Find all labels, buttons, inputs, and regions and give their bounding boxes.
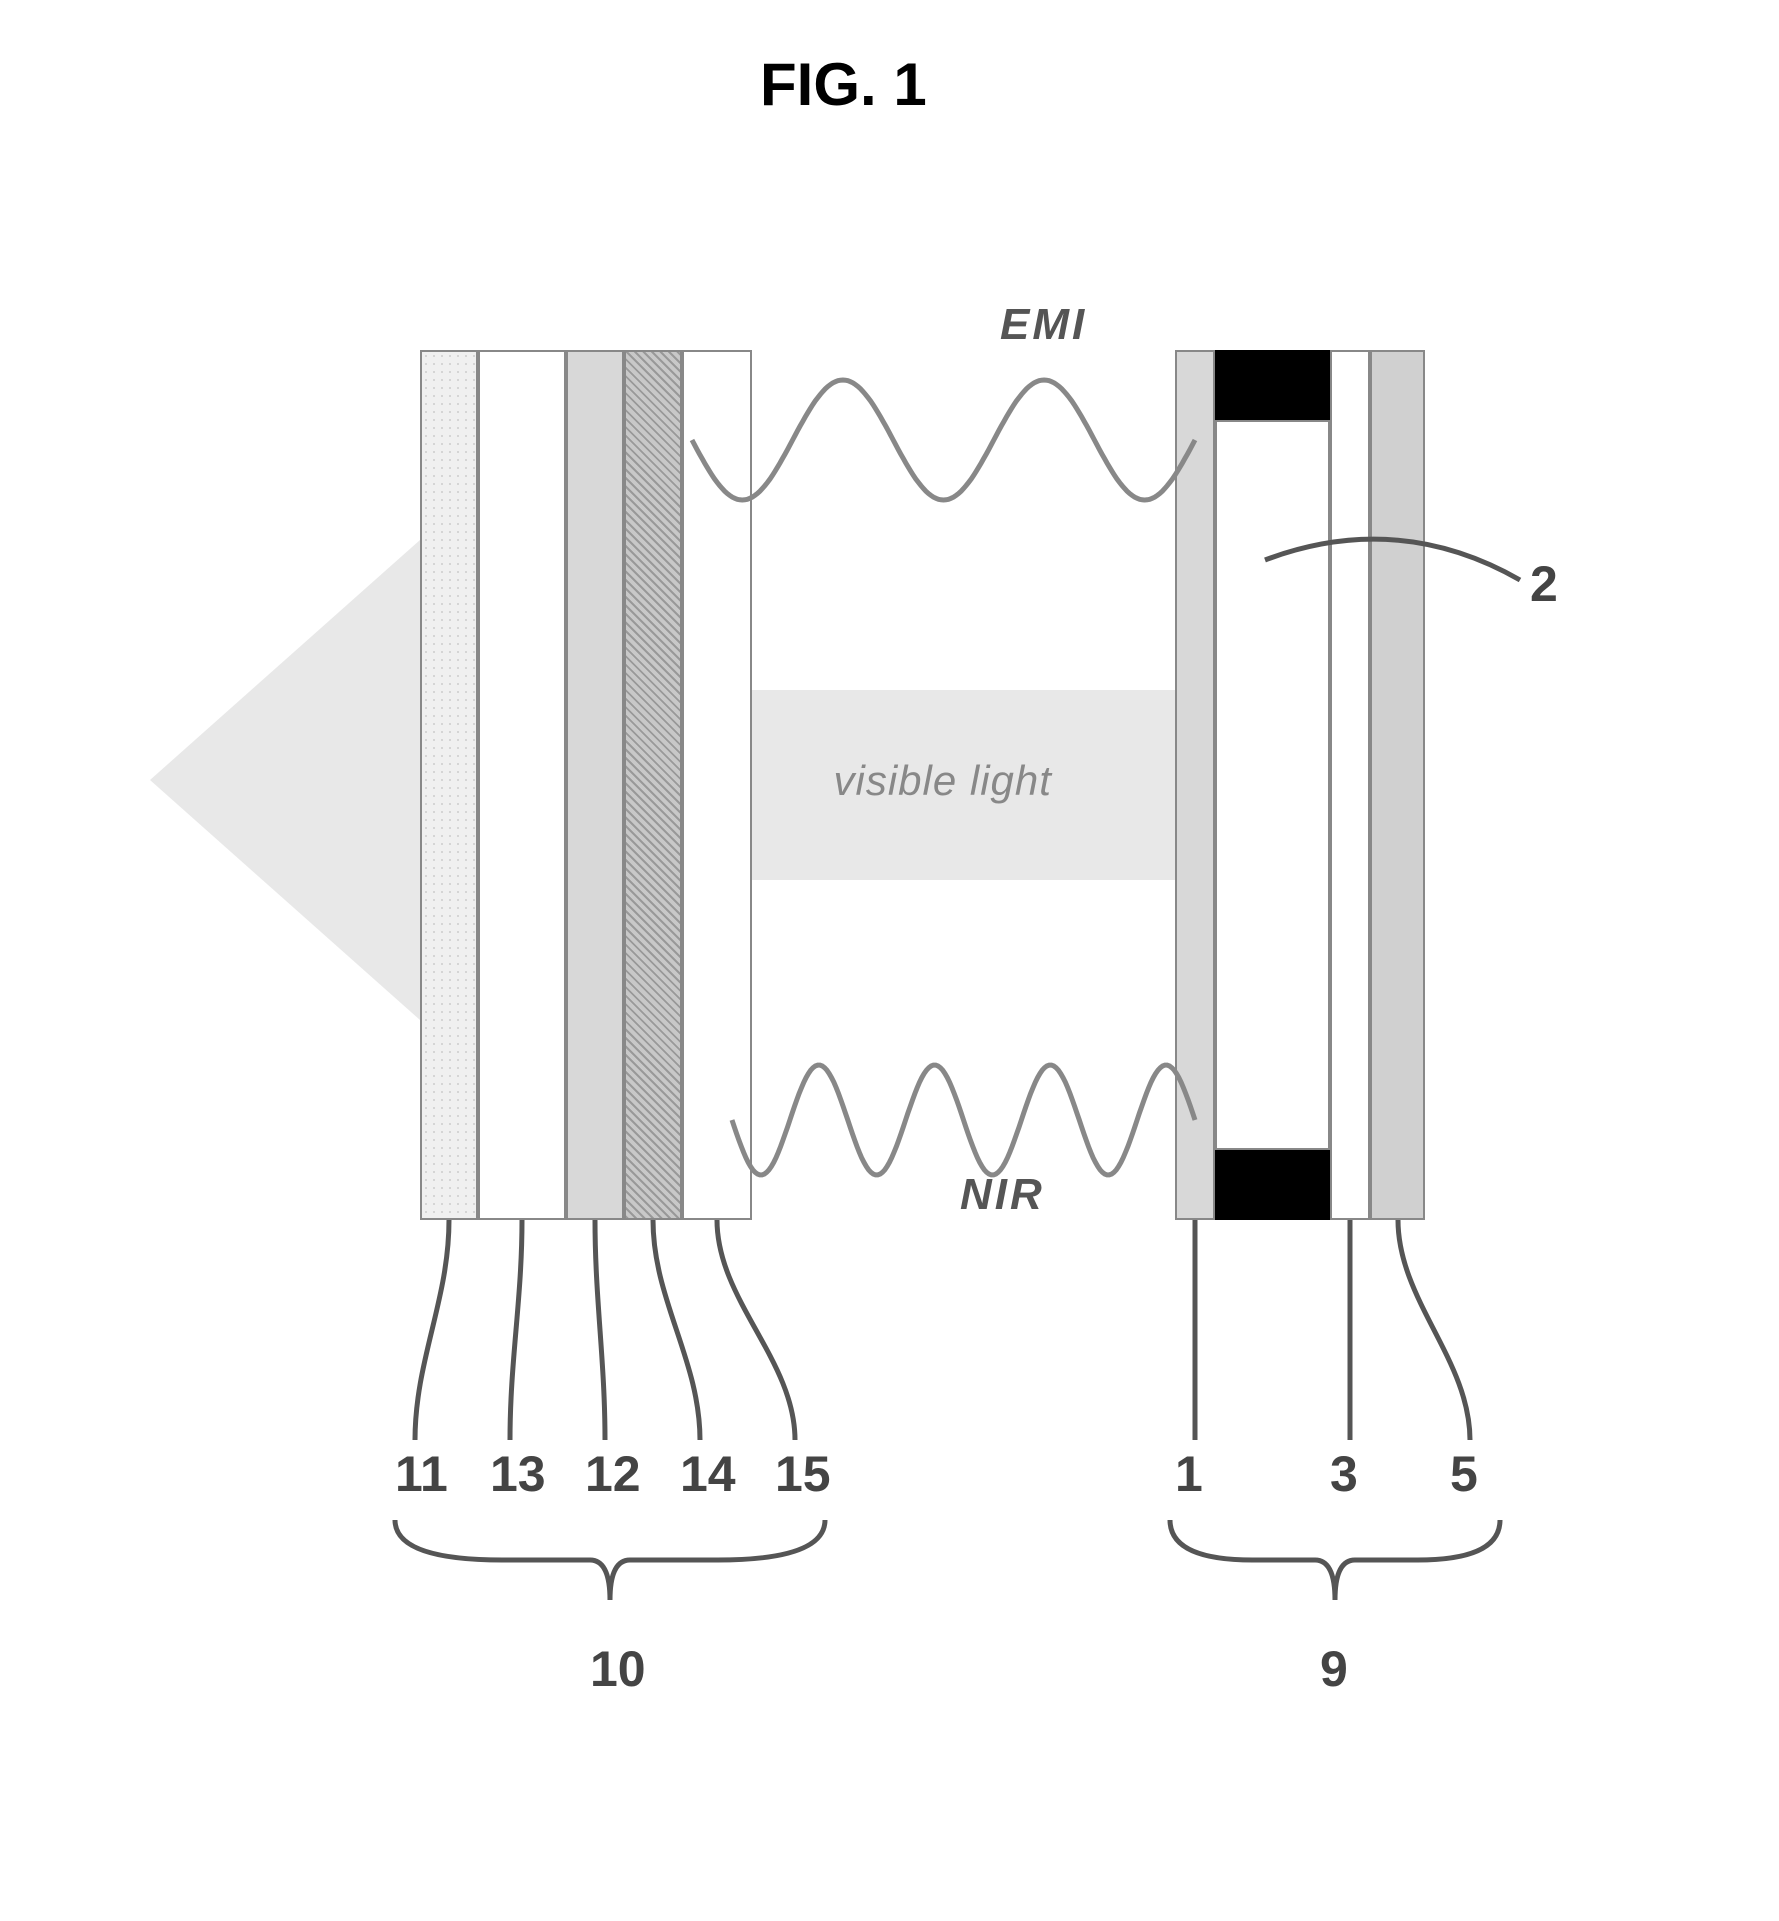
braces (0, 0, 1779, 1921)
brace-right-label: 9 (1320, 1640, 1348, 1698)
figure-canvas: FIG. 1 visible light EMI NIR 2 111312141… (0, 0, 1779, 1921)
brace-left-label: 10 (590, 1640, 646, 1698)
